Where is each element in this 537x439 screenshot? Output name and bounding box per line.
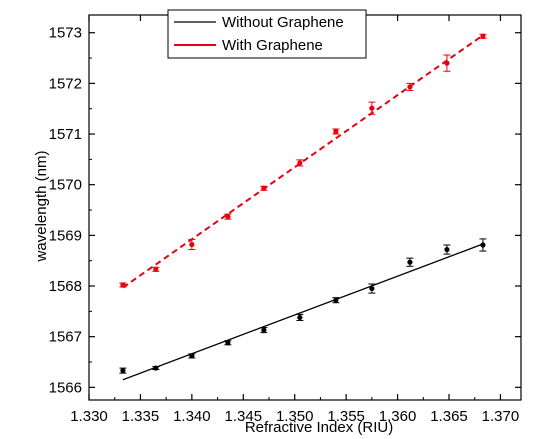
x-tick-label-1: 1.335 (122, 408, 160, 425)
data-point-with-graphene-0 (120, 282, 126, 288)
x-tick-label-4: 1.350 (276, 408, 314, 425)
y-tick-label-7: 1573 (49, 25, 82, 42)
data-point-with-graphene-7 (369, 105, 375, 111)
data-point-with-graphene-9 (444, 60, 450, 66)
y-tick-label-5: 1571 (49, 126, 82, 143)
y-tick-label-3: 1569 (49, 227, 82, 244)
x-tick-label-8: 1.370 (482, 408, 520, 425)
data-point-with-graphene-4 (261, 185, 267, 191)
x-axis-title: Refractive Index (RIU) (245, 419, 393, 436)
plot-frame (88, 14, 522, 401)
data-point-without-graphene-1 (153, 365, 159, 371)
data-point-without-graphene-3 (225, 340, 231, 346)
data-point-without-graphene-10 (480, 242, 486, 248)
data-point-with-graphene-3 (225, 214, 231, 220)
data-point-with-graphene-8 (407, 84, 413, 90)
y-tick-label-4: 1570 (49, 177, 82, 194)
data-point-with-graphene-6 (333, 128, 339, 135)
data-point-with-graphene-10 (480, 33, 486, 39)
data-point-without-graphene-2 (189, 353, 195, 359)
data-point-with-graphene-1 (153, 266, 159, 272)
x-tick-label-6: 1.360 (379, 408, 417, 425)
data-point-with-graphene-5 (297, 160, 303, 166)
fit-line-with-graphene (122, 34, 484, 289)
x-tick-label-2: 1.340 (173, 408, 211, 425)
legend-box (167, 9, 367, 59)
legend-label-without-graphene: Without Graphene (222, 14, 344, 31)
x-axis: 1.330 1.335 1.340 1.345 1.350 1.355 1.360 1.365… (70, 15, 519, 425)
data-point-without-graphene-0 (120, 368, 126, 374)
x-tick-label-5: 1.355 (327, 408, 365, 425)
x-tick-label-7: 1.365 (430, 408, 468, 425)
data-point-without-graphene-6 (333, 297, 339, 303)
y-axis: 1566 1567 1568 1569 1570 1571 1572 1573 (49, 25, 521, 396)
data-point-without-graphene-5 (297, 314, 303, 321)
y-tick-label-2: 1568 (49, 278, 82, 295)
y-tick-label-6: 1572 (49, 75, 82, 92)
x-tick-label-3: 1.345 (225, 408, 263, 425)
data-point-without-graphene-9 (444, 246, 450, 253)
series-with-graphene (119, 33, 487, 289)
y-axis-title: wavelength (nm) (33, 151, 50, 263)
legend-label-with-graphene: With Graphene (222, 37, 323, 54)
x-tick-label-0: 1.330 (70, 408, 108, 425)
data-point-without-graphene-4 (261, 327, 267, 333)
data-point-without-graphene-7 (369, 285, 375, 292)
data-point-without-graphene-8 (407, 259, 413, 265)
series-without-graphene (119, 238, 487, 381)
series-layer (119, 33, 487, 381)
y-tick-label-1: 1567 (49, 329, 82, 346)
legend: Without Graphene With Graphene (167, 9, 367, 59)
plot-border (88, 14, 522, 401)
y-tick-label-0: 1566 (49, 379, 82, 396)
data-point-with-graphene-2 (189, 241, 195, 248)
fit-line-without-graphene (122, 243, 484, 381)
